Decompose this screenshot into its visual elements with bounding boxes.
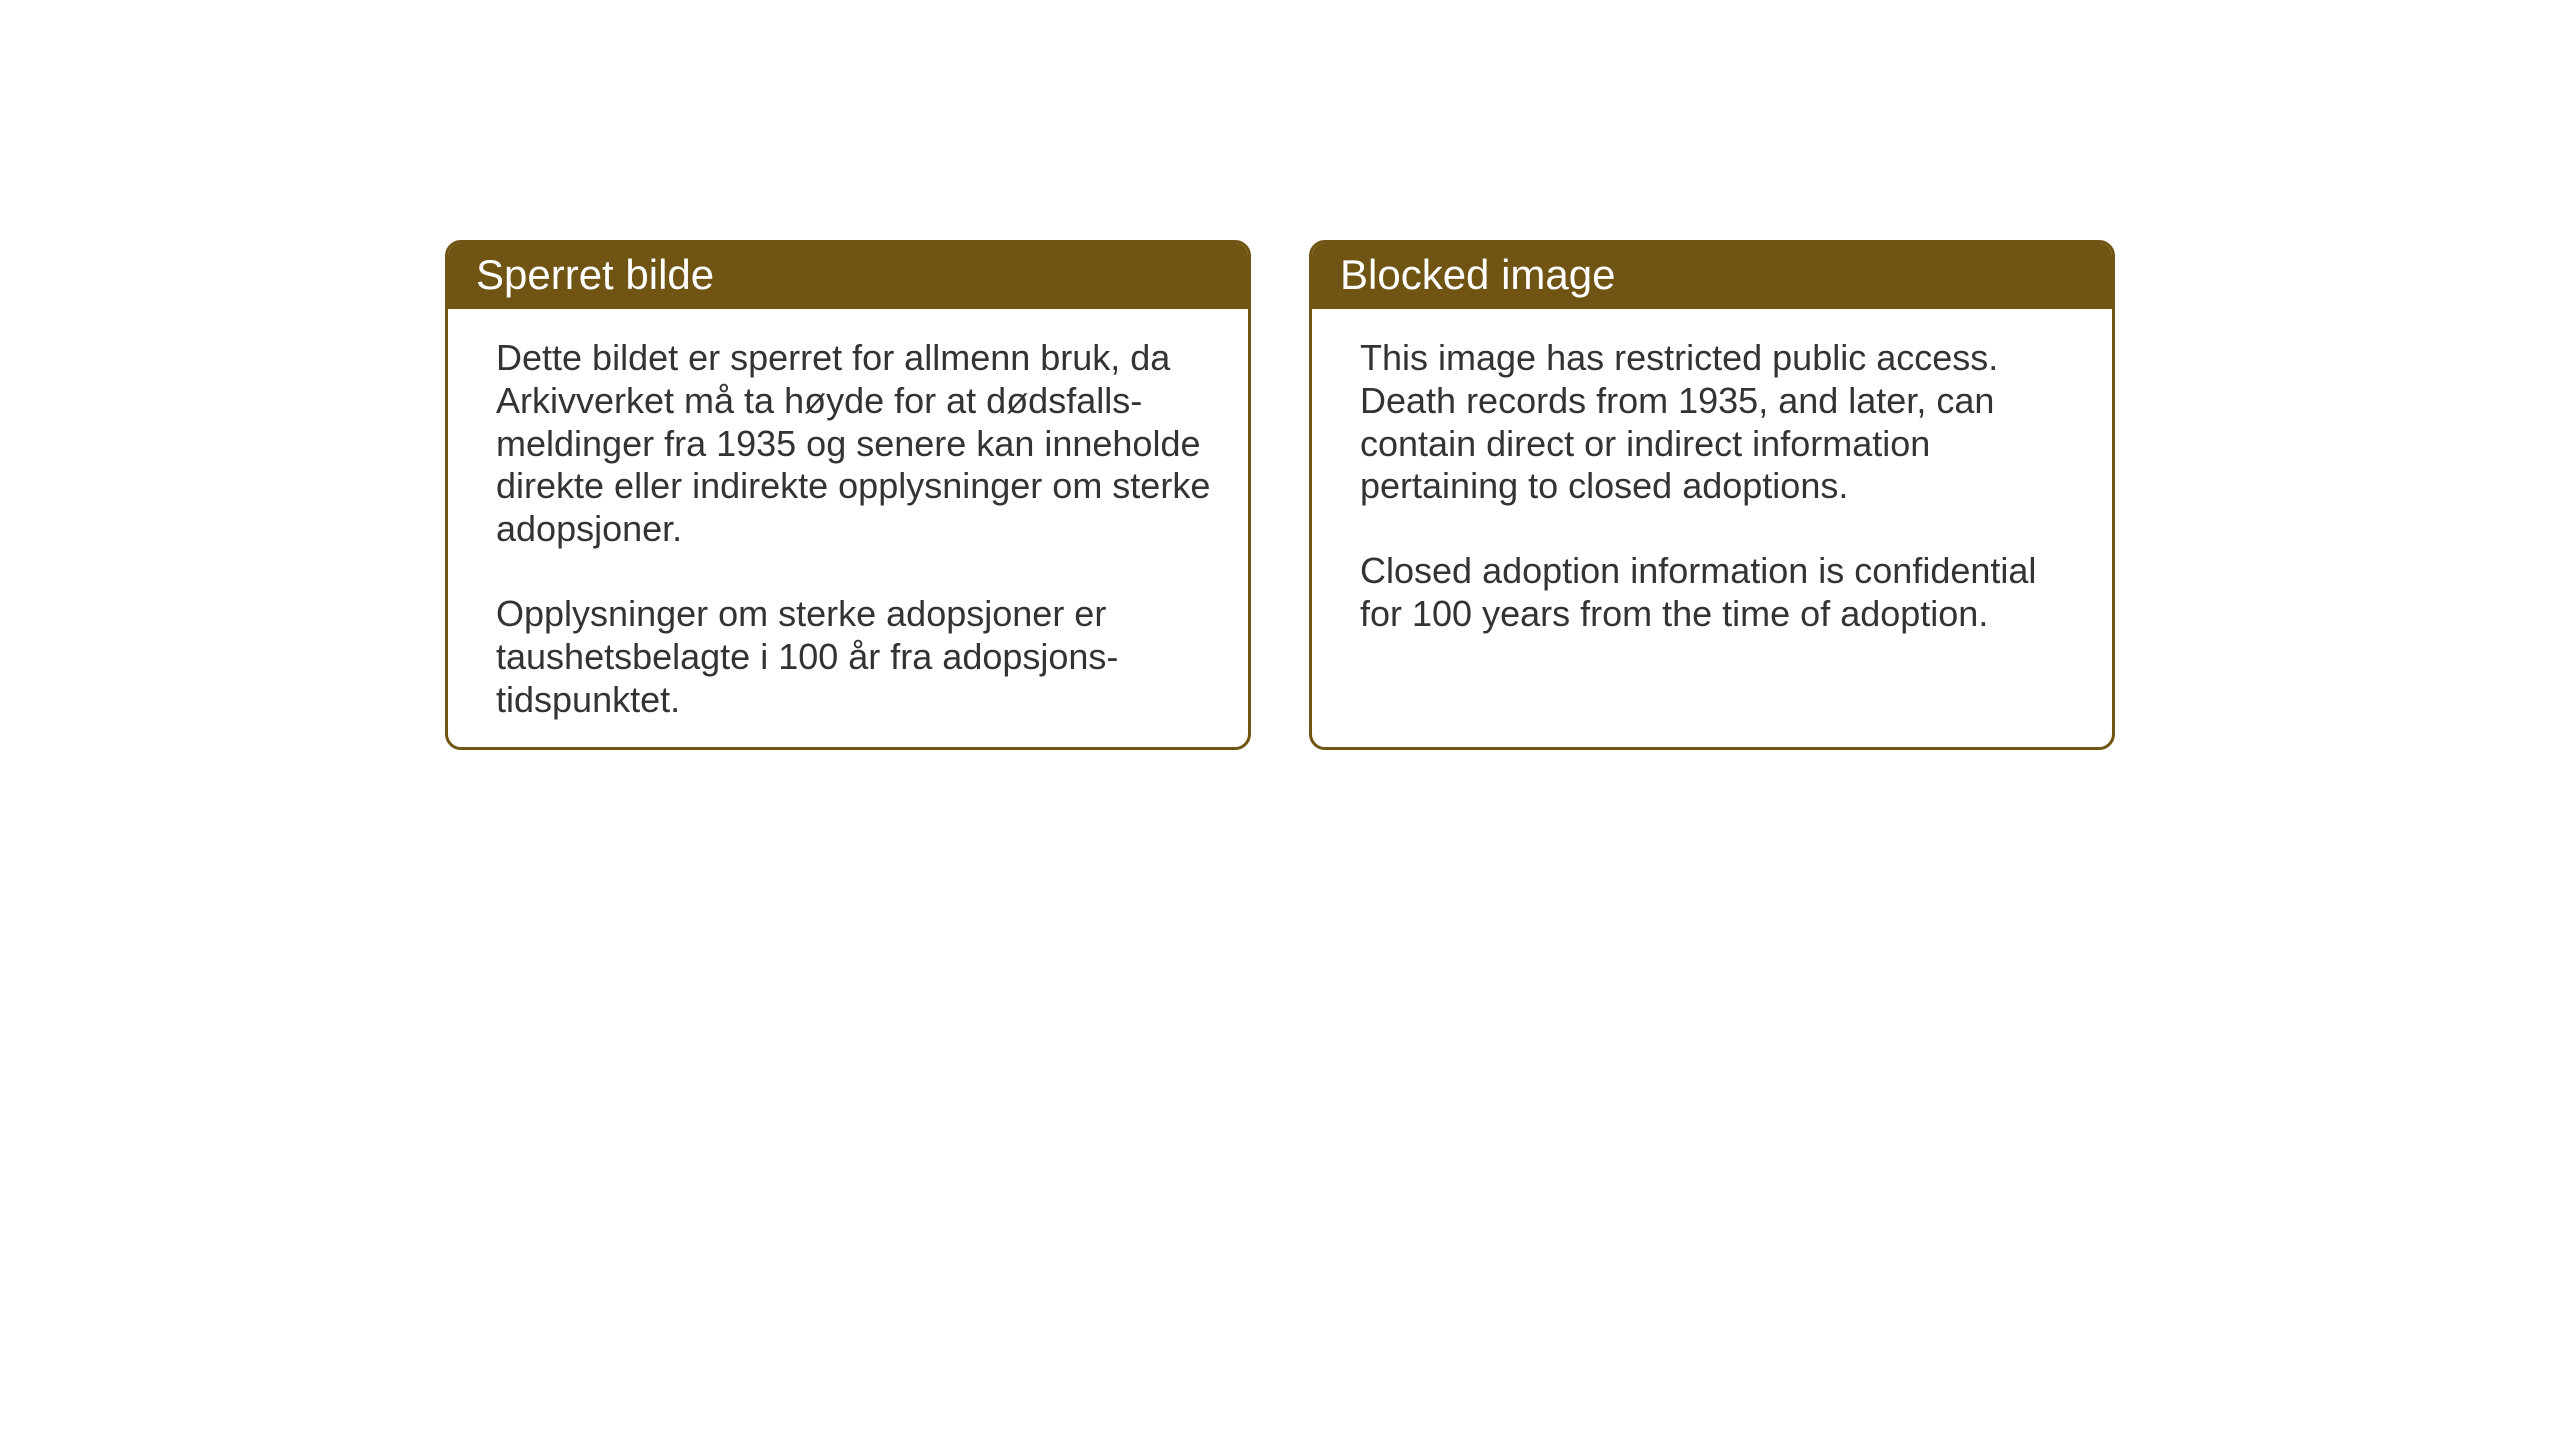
notice-card-norwegian: Sperret bilde Dette bildet er sperret fo… [445, 240, 1251, 750]
card-body-english: This image has restricted public access.… [1312, 309, 2112, 676]
paragraph-2-norwegian: Opplysninger om sterke adopsjoner er tau… [496, 593, 1220, 721]
paragraph-1-english: This image has restricted public access.… [1360, 337, 2084, 508]
card-header-norwegian: Sperret bilde [448, 243, 1248, 309]
card-header-english: Blocked image [1312, 243, 2112, 309]
paragraph-1-norwegian: Dette bildet er sperret for allmenn bruk… [496, 337, 1220, 551]
notice-card-english: Blocked image This image has restricted … [1309, 240, 2115, 750]
card-body-norwegian: Dette bildet er sperret for allmenn bruk… [448, 309, 1248, 750]
notice-cards-container: Sperret bilde Dette bildet er sperret fo… [445, 240, 2115, 750]
paragraph-2-english: Closed adoption information is confident… [1360, 550, 2084, 636]
